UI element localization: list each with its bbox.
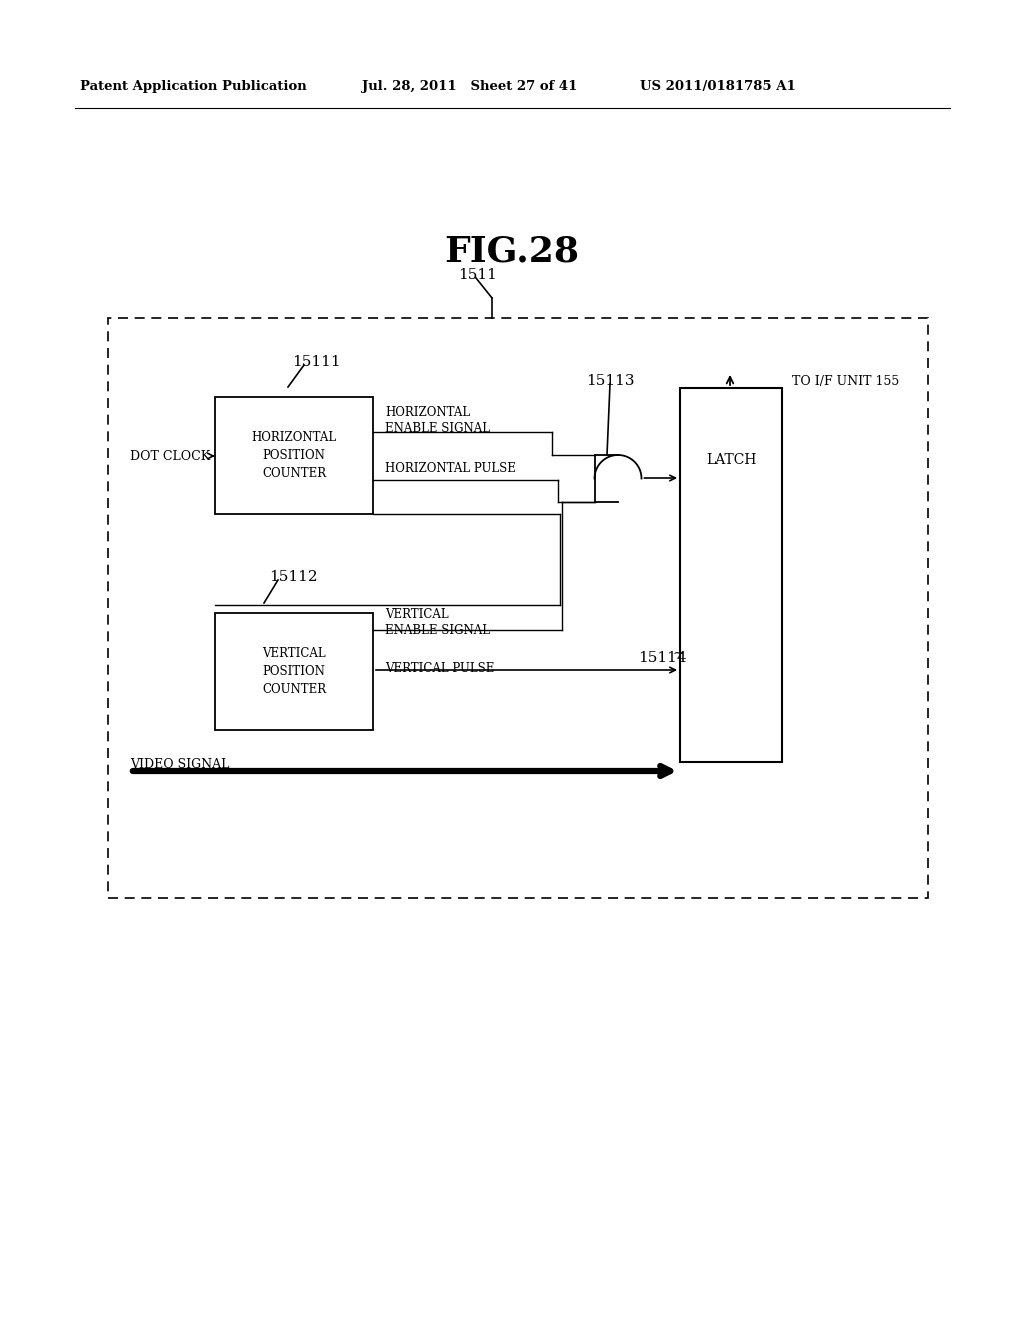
Text: DOT CLOCK: DOT CLOCK <box>130 450 210 462</box>
Text: VIDEO SIGNAL: VIDEO SIGNAL <box>130 758 229 771</box>
Text: ~: ~ <box>672 647 684 661</box>
Text: TO I/F UNIT 155: TO I/F UNIT 155 <box>792 375 899 388</box>
Text: 15113: 15113 <box>586 374 634 388</box>
Text: 15111: 15111 <box>292 355 340 370</box>
Text: FIG.28: FIG.28 <box>444 235 580 269</box>
Text: VERTICAL PULSE: VERTICAL PULSE <box>385 663 495 676</box>
Bar <box>215 612 373 730</box>
Bar <box>108 318 928 898</box>
Text: Jul. 28, 2011   Sheet 27 of 41: Jul. 28, 2011 Sheet 27 of 41 <box>362 81 578 92</box>
Text: HORIZONTAL
ENABLE SIGNAL: HORIZONTAL ENABLE SIGNAL <box>385 405 490 434</box>
Text: 15112: 15112 <box>268 570 317 583</box>
Text: Patent Application Publication: Patent Application Publication <box>80 81 307 92</box>
Text: HORIZONTAL PULSE: HORIZONTAL PULSE <box>385 462 516 474</box>
Text: LATCH: LATCH <box>706 453 756 467</box>
Text: VERTICAL
ENABLE SIGNAL: VERTICAL ENABLE SIGNAL <box>385 607 490 636</box>
Bar <box>215 397 373 513</box>
Text: HORIZONTAL
POSITION
COUNTER: HORIZONTAL POSITION COUNTER <box>252 432 337 480</box>
Text: 1511: 1511 <box>459 268 498 282</box>
Text: US 2011/0181785 A1: US 2011/0181785 A1 <box>640 81 796 92</box>
Text: VERTICAL
POSITION
COUNTER: VERTICAL POSITION COUNTER <box>262 647 326 696</box>
Bar <box>680 388 782 762</box>
Text: 15114: 15114 <box>638 651 687 665</box>
